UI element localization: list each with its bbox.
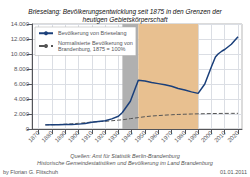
svg-text:Brandenburg, 1875 = 100%: Brandenburg, 1875 = 100%: [58, 46, 126, 52]
svg-text:2010: 2010: [213, 129, 227, 143]
svg-text:01.01.2011: 01.01.2011: [220, 169, 247, 175]
svg-text:14.000: 14.000: [11, 21, 30, 27]
svg-text:1960: 1960: [147, 129, 161, 143]
svg-text:heutigen Gebietskörperschaft: heutigen Gebietskörperschaft: [83, 16, 169, 24]
svg-text:8.000: 8.000: [14, 66, 30, 72]
svg-text:Quellen: Amt für Statistik Ber: Quellen: Amt für Statistik Berlin-Brande…: [70, 153, 180, 159]
svg-text:4.000: 4.000: [14, 96, 30, 102]
svg-text:1970: 1970: [160, 129, 174, 143]
svg-text:1930: 1930: [107, 129, 121, 143]
svg-text:1980: 1980: [173, 129, 187, 143]
svg-text:1950: 1950: [133, 129, 147, 143]
svg-text:1870: 1870: [27, 129, 41, 143]
svg-text:1910: 1910: [80, 129, 94, 143]
svg-text:1900: 1900: [67, 129, 81, 143]
svg-text:Bevölkerung von Brieselang: Bevölkerung von Brieselang: [58, 30, 127, 36]
svg-text:1880: 1880: [40, 129, 54, 143]
svg-text:12.000: 12.000: [11, 36, 30, 42]
svg-text:2.000: 2.000: [14, 111, 30, 117]
svg-text:1940: 1940: [120, 129, 134, 143]
svg-text:1890: 1890: [54, 129, 68, 143]
svg-text:by Florian G. Flitschuh: by Florian G. Flitschuh: [3, 169, 58, 175]
svg-text:0: 0: [26, 126, 30, 132]
svg-text:1990: 1990: [187, 129, 201, 143]
svg-text:1920: 1920: [94, 129, 108, 143]
svg-text:10.000: 10.000: [11, 51, 30, 57]
svg-text:Brieselang: Bevölkerungsentwic: Brieselang: Bevölkerungsentwicklung seit…: [28, 8, 222, 16]
svg-text:2000: 2000: [200, 129, 214, 143]
svg-text:2020: 2020: [226, 129, 240, 143]
svg-text:6.000: 6.000: [14, 81, 30, 87]
svg-text:Normalisierte Bevölkerung von: Normalisierte Bevölkerung von: [58, 40, 133, 46]
svg-text:Historische Gemeindestatistike: Historische Gemeindestatistiken und Bevö…: [37, 160, 214, 166]
